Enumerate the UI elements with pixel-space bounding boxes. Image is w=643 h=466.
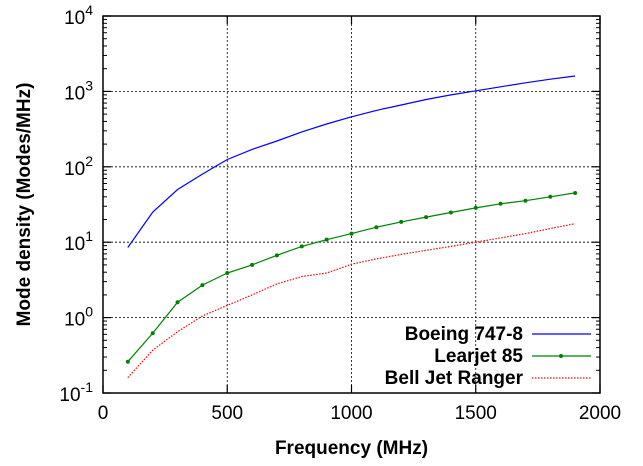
data-point	[200, 283, 205, 288]
y-tick-label: 103	[64, 77, 93, 104]
data-point	[448, 210, 453, 215]
y-axis-title: Mode density (Modes/MHz)	[14, 83, 35, 327]
axis-ticks: 0 500 1000 1500 2000 10-1 100 101 102 103 104	[59, 2, 621, 424]
data-point	[548, 194, 553, 199]
data-point	[399, 219, 404, 224]
data-point	[125, 359, 130, 364]
y-tick-label: 100	[64, 304, 93, 331]
data-point	[175, 300, 180, 305]
data-point	[523, 198, 528, 203]
data-point	[573, 190, 578, 195]
legend-label: Bell Jet Ranger	[385, 368, 524, 389]
data-point	[250, 262, 255, 267]
series-bell-jet-ranger	[127, 223, 576, 379]
data-point	[424, 215, 429, 220]
legend-item-boeing-747-8: Boeing 747-8	[405, 324, 591, 345]
data-point	[374, 225, 379, 230]
series-line-bell-jet-ranger	[127, 223, 576, 379]
x-axis-title: Frequency (MHz)	[275, 438, 428, 459]
data-point	[225, 271, 230, 276]
legend-label: Boeing 747-8	[405, 324, 523, 345]
legend-label: Learjet 85	[434, 346, 523, 367]
x-tick-label: 0	[98, 403, 109, 424]
y-tick-label: 101	[64, 228, 93, 255]
series-learjet-85	[125, 190, 578, 364]
data-point	[349, 231, 354, 236]
x-tick-label: 2000	[579, 403, 621, 424]
series-layer	[125, 75, 578, 379]
x-tick-label: 1000	[330, 403, 372, 424]
legend-item-bell-jet-ranger: Bell Jet Ranger	[385, 368, 591, 389]
data-point	[274, 253, 279, 258]
x-tick-label: 500	[211, 403, 243, 424]
data-point	[498, 201, 503, 206]
x-tick-label: 1500	[455, 403, 497, 424]
series-boeing-747-8	[127, 75, 576, 248]
data-point	[150, 331, 155, 336]
data-point	[324, 237, 329, 242]
legend-marker	[559, 354, 563, 358]
data-point	[473, 205, 478, 210]
grid	[103, 16, 600, 393]
y-tick-label: 102	[64, 153, 93, 180]
y-tick-label: 104	[64, 2, 93, 29]
series-line-boeing-747-8	[127, 75, 576, 248]
y-tick-label: 10-1	[59, 379, 93, 406]
legend-item-learjet-85: Learjet 85	[434, 346, 591, 367]
data-point	[299, 244, 304, 249]
